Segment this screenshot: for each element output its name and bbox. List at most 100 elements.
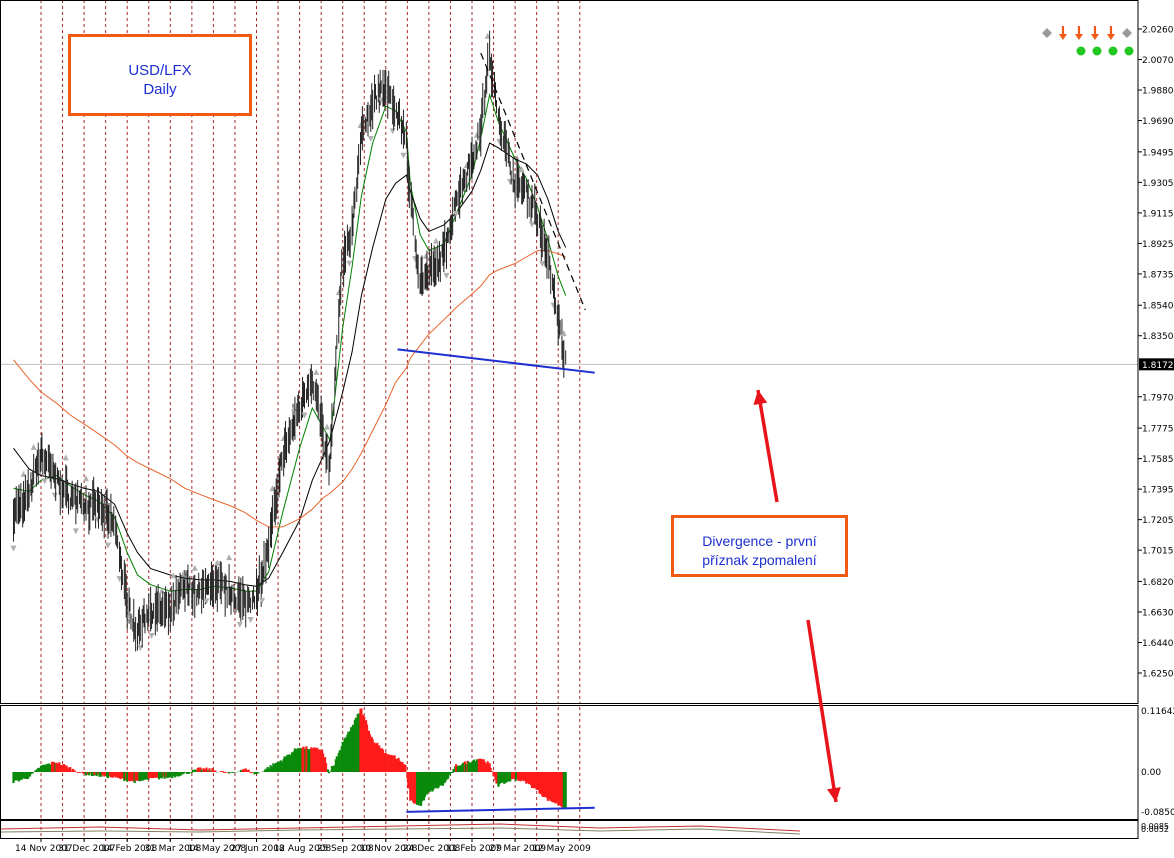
- fractal-down-marker: [301, 412, 308, 419]
- oscillator-y-label: 0.00: [1141, 768, 1161, 778]
- frame-layer: [0, 0, 1139, 839]
- x-tick-label: 14 Feb 2008: [101, 844, 157, 854]
- fractal-down-marker: [72, 528, 79, 535]
- fractal-up-marker: [518, 166, 525, 173]
- signal-diamond-icon: [1042, 28, 1052, 38]
- fractal-down-marker: [259, 597, 266, 604]
- fractal-down-marker: [443, 272, 450, 279]
- grid-layer: [0, 0, 1138, 841]
- x-tick-label: 14 Nov 2007: [15, 844, 73, 854]
- fractal-up-marker: [30, 443, 37, 450]
- fractal-down-marker: [203, 598, 210, 605]
- y-tick-label: 1.9115: [1142, 209, 1174, 219]
- signal-down-arrow-head: [1075, 34, 1083, 40]
- current-price-box: [1139, 358, 1174, 371]
- moving-average-line-1: [13, 92, 567, 592]
- oscillator-y-label: -0.08508: [1141, 808, 1174, 818]
- y-tick-label: 1.7015: [1142, 547, 1174, 557]
- oscillator-divergence-arrow: [806, 619, 838, 803]
- third-panel-y-label: 0.0052: [1141, 825, 1169, 834]
- fractal-down-marker: [528, 221, 535, 228]
- fractal-up-marker: [324, 423, 331, 430]
- fractal-down-marker: [51, 492, 58, 499]
- fractal-up-marker: [158, 587, 165, 594]
- x-tick-label: 25 Sep 2008: [317, 844, 374, 854]
- y-tick-label: 1.9880: [1142, 87, 1174, 97]
- fractal-up-marker: [422, 252, 429, 259]
- moving-average-line-3: [13, 250, 566, 528]
- divergence-note-box: Divergence - první příznak zpomalení: [671, 515, 848, 577]
- title-box: USD/LFX Daily: [68, 34, 252, 116]
- fractal-up-marker: [313, 368, 320, 375]
- fractal-up-marker: [181, 569, 188, 576]
- annotation-arrows-layer: [753, 389, 841, 803]
- price-bars-layer: [10, 30, 567, 652]
- signal-dot-icon: [1076, 46, 1086, 56]
- moving-averages-layer: [13, 92, 567, 592]
- price-panel-frame: [0, 0, 1139, 704]
- y-tick-label: 1.7395: [1142, 486, 1174, 496]
- fractal-down-marker: [247, 617, 254, 624]
- third-panel-frame: [0, 820, 1139, 839]
- y-tick-label: 1.6630: [1142, 608, 1174, 618]
- signal-down-arrow-head: [1091, 34, 1099, 40]
- x-tick-label: 12 Aug 2008: [274, 844, 332, 854]
- fractal-down-marker: [41, 478, 48, 485]
- oscillator-layer: [0, 708, 801, 835]
- fractal-up-marker: [290, 405, 297, 412]
- x-tick-label: 31 Mar 2008: [144, 844, 201, 854]
- fractal-down-marker: [400, 152, 407, 159]
- y-tick-label: 1.8350: [1142, 332, 1174, 342]
- oscillator-divergence-arrow-head: [826, 787, 841, 802]
- chart-subtitle: Daily: [143, 81, 177, 98]
- y-tick-label: 1.9305: [1142, 179, 1174, 189]
- divergence-note-line2: příznak zpomalení: [702, 552, 817, 568]
- signal-dot-icon: [1124, 46, 1134, 56]
- fractal-up-marker: [560, 330, 567, 337]
- y-tick-label: 1.9690: [1142, 117, 1174, 127]
- x-tick-label: 27 Mar 2009: [489, 844, 546, 854]
- x-tick-label: 31 Dec 2007: [58, 844, 116, 854]
- y-tick-label: 1.8540: [1142, 302, 1174, 312]
- fractal-up-marker: [226, 554, 233, 561]
- fractal-up-marker: [170, 572, 177, 579]
- price-divergence-arrow: [756, 389, 779, 503]
- fractal-down-marker: [105, 542, 112, 549]
- oscillator-panel-frame: [0, 705, 1139, 820]
- signal-diamond-icon: [1122, 28, 1132, 38]
- signal-down-arrow-head: [1059, 34, 1067, 40]
- oscillator-y-label: 0.11642: [1141, 707, 1174, 717]
- current-price-label: 1.8172: [1142, 361, 1174, 371]
- signal-dot-icon: [1108, 46, 1118, 56]
- fractal-down-marker: [148, 632, 155, 639]
- fractal-up-marker: [191, 564, 198, 571]
- price-support-trendline: [397, 348, 595, 374]
- fractal-down-marker: [127, 615, 134, 622]
- y-tick-label: 1.7585: [1142, 455, 1174, 465]
- fractal-down-marker: [10, 545, 17, 552]
- x-tick-label: 24 Dec 2008: [403, 844, 461, 854]
- y-tick-label: 1.7205: [1142, 516, 1174, 526]
- fractal-down-marker: [453, 210, 460, 217]
- fractal-down-marker: [389, 128, 396, 135]
- fractal-down-marker: [507, 179, 514, 186]
- signal-down-arrow-head: [1107, 34, 1115, 40]
- fractal-down-marker: [539, 261, 546, 268]
- x-tick-label: 10 Nov 2008: [360, 844, 418, 854]
- axis-labels-layer: 2.0260 2.0070 1.9880 1.9690 1.9495 1.9305 1.91…: [15, 26, 1174, 854]
- y-tick-label: 2.0260: [1142, 26, 1174, 36]
- signal-panel: [1042, 26, 1134, 56]
- fractal-up-marker: [62, 454, 69, 461]
- x-tick-label: 14 May 2008: [187, 844, 246, 854]
- y-tick-label: 1.8925: [1142, 240, 1174, 250]
- chart-title: USD/LFX: [128, 62, 192, 79]
- divergence-note-line1: Divergence - první: [702, 533, 817, 549]
- y-tick-label: 1.6440: [1142, 639, 1174, 649]
- fractal-down-marker: [346, 260, 353, 267]
- y-tick-label: 1.7970: [1142, 393, 1174, 403]
- y-tick-label: 1.8735: [1142, 270, 1174, 280]
- fractal-down-marker: [367, 135, 374, 142]
- y-tick-label: 1.9495: [1142, 148, 1174, 158]
